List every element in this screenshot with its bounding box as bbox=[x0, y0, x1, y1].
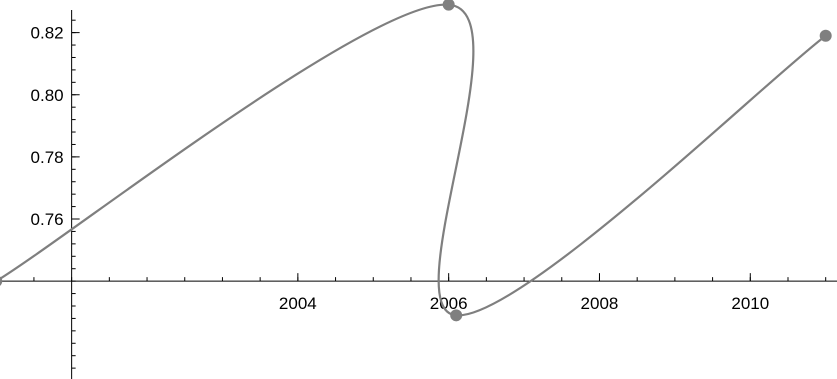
minor-ticks bbox=[33, 19, 827, 369]
major-ticks bbox=[71, 32, 751, 282]
series-line bbox=[0, 3, 827, 317]
y-tick-labels: 0.76 0.78 0.80 0.82 bbox=[31, 24, 64, 229]
x-tick-label: 2010 bbox=[731, 294, 769, 313]
data-point bbox=[819, 29, 832, 42]
y-tick-label: 0.76 bbox=[31, 210, 64, 229]
y-tick-label: 0.78 bbox=[31, 148, 64, 167]
data-point bbox=[450, 309, 463, 322]
series-group bbox=[0, 0, 832, 322]
x-tick-label: 2006 bbox=[430, 294, 468, 313]
y-tick-label: 0.82 bbox=[31, 24, 64, 43]
x-tick-label: 2008 bbox=[581, 294, 619, 313]
y-tick-label: 0.80 bbox=[31, 86, 64, 105]
data-point bbox=[442, 0, 455, 11]
data-point bbox=[0, 276, 3, 286]
x-tick-label: 2004 bbox=[279, 294, 317, 313]
x-tick-labels: 2004 2006 2008 2010 bbox=[279, 294, 769, 313]
